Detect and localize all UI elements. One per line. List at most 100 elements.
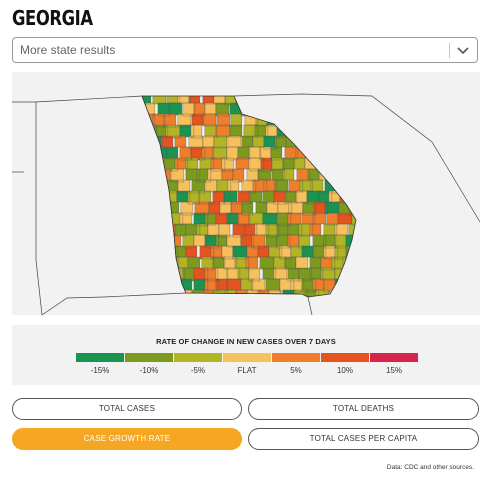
county[interactable] bbox=[196, 169, 211, 182]
county[interactable] bbox=[318, 92, 331, 105]
county[interactable] bbox=[312, 279, 324, 290]
county[interactable] bbox=[312, 125, 327, 137]
county[interactable] bbox=[201, 147, 214, 159]
county[interactable] bbox=[207, 224, 219, 237]
county[interactable] bbox=[221, 169, 233, 180]
county[interactable] bbox=[208, 202, 220, 214]
total-cases-button[interactable]: TOTAL CASES bbox=[12, 398, 242, 420]
county[interactable] bbox=[177, 92, 191, 103]
county[interactable] bbox=[133, 103, 146, 114]
county[interactable] bbox=[190, 125, 202, 138]
county[interactable] bbox=[287, 213, 301, 224]
county[interactable] bbox=[262, 268, 276, 279]
county[interactable] bbox=[338, 180, 353, 191]
county[interactable] bbox=[179, 147, 192, 160]
county[interactable] bbox=[188, 92, 200, 103]
county[interactable] bbox=[274, 92, 288, 104]
county[interactable] bbox=[237, 213, 250, 226]
county[interactable] bbox=[176, 257, 188, 268]
county[interactable] bbox=[298, 224, 313, 236]
county[interactable] bbox=[348, 158, 362, 169]
county[interactable] bbox=[193, 268, 208, 280]
county[interactable] bbox=[174, 246, 186, 257]
county[interactable] bbox=[290, 246, 304, 257]
county[interactable] bbox=[285, 92, 297, 103]
county[interactable] bbox=[223, 257, 237, 269]
county[interactable] bbox=[154, 257, 169, 268]
county[interactable] bbox=[205, 180, 217, 192]
county[interactable] bbox=[243, 224, 257, 235]
county[interactable] bbox=[191, 180, 205, 193]
county[interactable] bbox=[128, 246, 139, 258]
county[interactable] bbox=[271, 158, 284, 170]
county[interactable] bbox=[291, 301, 303, 314]
county[interactable] bbox=[309, 103, 322, 116]
county[interactable] bbox=[224, 92, 236, 105]
county[interactable] bbox=[257, 246, 269, 257]
county[interactable] bbox=[337, 125, 352, 137]
county[interactable] bbox=[191, 290, 204, 303]
county[interactable] bbox=[263, 92, 275, 105]
county[interactable] bbox=[301, 246, 314, 257]
county[interactable] bbox=[185, 169, 200, 180]
county[interactable] bbox=[152, 202, 167, 214]
county[interactable] bbox=[179, 279, 192, 290]
county[interactable] bbox=[236, 301, 249, 314]
county[interactable] bbox=[288, 180, 303, 192]
county[interactable] bbox=[268, 246, 282, 257]
county[interactable] bbox=[139, 180, 151, 193]
county[interactable] bbox=[165, 147, 178, 159]
county[interactable] bbox=[204, 268, 218, 281]
county[interactable] bbox=[160, 136, 173, 149]
county[interactable] bbox=[154, 279, 168, 290]
county[interactable] bbox=[254, 125, 268, 137]
county[interactable] bbox=[287, 224, 302, 235]
county[interactable] bbox=[353, 257, 367, 268]
county[interactable] bbox=[168, 103, 182, 115]
county[interactable] bbox=[313, 114, 328, 126]
county[interactable] bbox=[340, 92, 353, 105]
county[interactable] bbox=[273, 257, 286, 269]
county[interactable] bbox=[357, 235, 371, 247]
county[interactable] bbox=[187, 191, 200, 204]
county[interactable] bbox=[133, 301, 145, 314]
county[interactable] bbox=[187, 257, 200, 268]
county[interactable] bbox=[351, 213, 364, 225]
county[interactable] bbox=[139, 136, 150, 148]
county[interactable] bbox=[147, 301, 158, 314]
county[interactable] bbox=[146, 169, 160, 182]
county[interactable] bbox=[320, 257, 335, 270]
county[interactable] bbox=[353, 147, 365, 159]
county[interactable] bbox=[133, 169, 146, 181]
county[interactable] bbox=[235, 158, 249, 169]
county[interactable] bbox=[193, 279, 208, 290]
county[interactable] bbox=[323, 246, 338, 259]
county[interactable] bbox=[284, 147, 298, 159]
county[interactable] bbox=[216, 180, 231, 192]
county[interactable] bbox=[133, 147, 144, 159]
county[interactable] bbox=[183, 301, 194, 313]
county[interactable] bbox=[177, 114, 191, 127]
county[interactable] bbox=[204, 235, 219, 248]
county[interactable] bbox=[298, 268, 312, 281]
county[interactable] bbox=[179, 213, 192, 224]
county[interactable] bbox=[149, 158, 163, 171]
county[interactable] bbox=[357, 246, 368, 257]
county[interactable] bbox=[338, 202, 350, 215]
county[interactable] bbox=[216, 114, 230, 126]
county[interactable] bbox=[139, 92, 151, 104]
county[interactable] bbox=[361, 202, 373, 215]
county[interactable] bbox=[251, 235, 265, 248]
county[interactable] bbox=[354, 92, 369, 105]
county[interactable] bbox=[215, 213, 230, 224]
county[interactable] bbox=[345, 103, 357, 114]
county[interactable] bbox=[295, 103, 308, 115]
county[interactable] bbox=[241, 136, 253, 147]
county[interactable] bbox=[304, 290, 319, 301]
county[interactable] bbox=[274, 136, 286, 147]
county[interactable] bbox=[280, 301, 291, 312]
county[interactable] bbox=[335, 114, 348, 125]
county[interactable] bbox=[269, 301, 282, 313]
county[interactable] bbox=[165, 191, 177, 202]
county[interactable] bbox=[149, 180, 163, 192]
